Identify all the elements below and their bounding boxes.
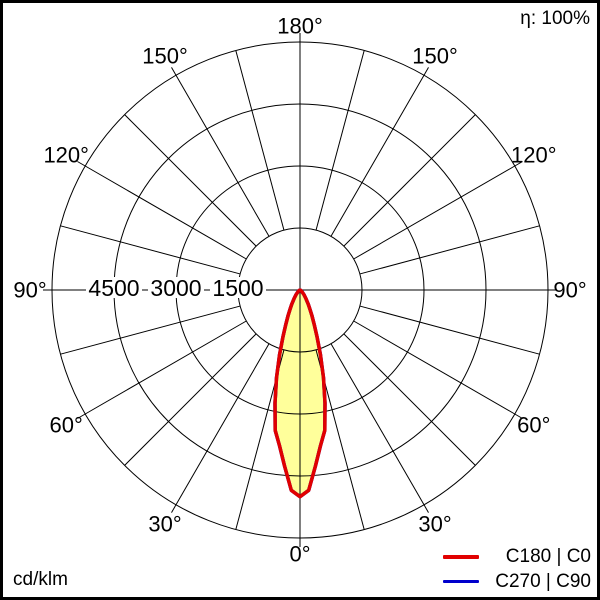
grid-spoke-30 (330, 343, 425, 506)
legend-label-c180-c0: C180 | C0 (505, 545, 591, 567)
legend-item-c180-c0: C180 | C0 (443, 544, 591, 569)
angle-label-60-right: 60° (517, 413, 550, 438)
angle-label-90-left: 90° (13, 278, 46, 303)
grid-spoke-225 (124, 114, 257, 247)
legend-item-c270-c90: C270 | C90 (443, 569, 591, 594)
legend: C180 | C0 C270 | C90 (443, 544, 591, 594)
grid-spoke-105 (359, 225, 540, 275)
angle-label-30-right: 30° (418, 511, 451, 536)
tick-30-left (171, 504, 177, 513)
grid-spoke-255 (60, 225, 241, 275)
grid-spoke-45 (343, 333, 476, 466)
ring-label-4500: 4500 (88, 275, 139, 301)
angle-label-0: 0° (289, 542, 310, 567)
efficiency-label: η: 100% (520, 8, 590, 29)
angle-label-30-left: 30° (148, 511, 181, 536)
tick-120-right (514, 161, 523, 167)
grid-spoke-240 (84, 165, 247, 260)
grid-spoke-60 (353, 320, 516, 415)
legend-line-blue-icon (443, 579, 479, 584)
angle-label-150-left: 150° (142, 44, 188, 69)
tick-120-left (77, 161, 86, 167)
grid-spoke-120 (353, 165, 516, 260)
grid-spoke-210 (175, 74, 270, 237)
tick-30-right (423, 504, 429, 513)
grid-spoke-165 (315, 50, 365, 231)
ring-label-3000: 3000 (150, 275, 201, 301)
polar-chart: 4500 3000 1500 0° 30° 30° 60° 60° 90° 90° 120° 120°… (13, 14, 586, 567)
grid-spoke-195 (235, 50, 285, 231)
angle-label-90-right: 90° (553, 278, 586, 303)
grid-spoke-330 (175, 343, 270, 506)
angle-label-120-right: 120° (511, 143, 557, 168)
tick-150-right (423, 67, 429, 76)
grid-spoke-315 (124, 333, 257, 466)
grid-spoke-135 (343, 114, 476, 247)
tick-60-left (77, 413, 86, 419)
angle-label-150-right: 150° (412, 44, 458, 69)
tick-150-left (171, 67, 177, 76)
angle-label-60-left: 60° (50, 413, 83, 438)
tick-60-right (514, 413, 523, 419)
grid-spoke-75 (359, 305, 540, 355)
ring-label-bg-1500 (210, 277, 266, 298)
ring-label-1500: 1500 (212, 275, 263, 301)
angle-label-120-left: 120° (43, 143, 89, 168)
angle-label-180: 180° (277, 14, 323, 39)
curve-c180-c0 (273, 288, 327, 499)
grid-spoke-285 (60, 305, 241, 355)
grid-spoke-150 (330, 74, 425, 237)
legend-line-red-icon (443, 554, 479, 559)
unit-label: cd/klm (13, 569, 68, 590)
ring-label-bg-4500 (86, 277, 142, 298)
ring-label-bg-3000 (148, 277, 204, 298)
legend-label-c270-c90: C270 | C90 (495, 570, 591, 592)
grid-spoke-300 (84, 320, 247, 415)
